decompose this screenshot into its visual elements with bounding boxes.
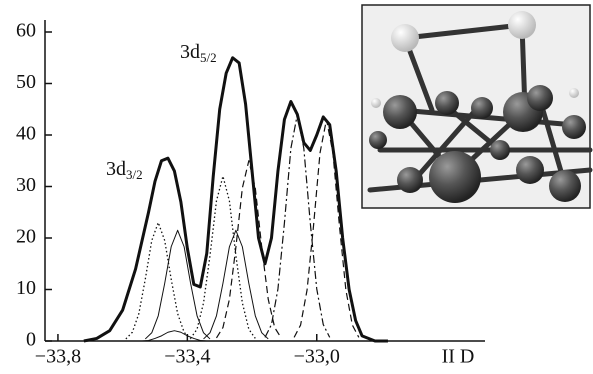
y-tick-label: 30 <box>16 174 36 196</box>
y-tick-label: 60 <box>16 20 36 42</box>
annotation-sub: 5/2 <box>200 50 217 65</box>
annotation-sub: 3/2 <box>126 167 143 182</box>
series-line <box>84 58 388 341</box>
series-line <box>294 120 359 338</box>
annotation-text: 3d <box>106 158 126 180</box>
series-line <box>126 223 191 339</box>
y-tick-label: 10 <box>16 277 36 299</box>
annotation-text: 3d <box>180 41 200 63</box>
y-tick-label: 20 <box>16 226 36 248</box>
annotation: 3d3/2 <box>106 158 143 182</box>
y-tick-label: 40 <box>16 123 36 145</box>
y-tick-label: 50 <box>16 71 36 93</box>
annotation: 3d5/2 <box>180 41 217 65</box>
chart: II D 3d5/2 3d3/2 0102030405060−33,8−33,4… <box>0 0 593 374</box>
series-line <box>216 161 281 338</box>
series-line <box>265 114 330 337</box>
series-line <box>191 176 256 338</box>
x-tick-label: −33,4 <box>164 346 210 368</box>
x-tick-label: −33,0 <box>294 346 340 368</box>
inset-image <box>362 5 590 208</box>
x-tick-label: −33,8 <box>35 346 81 368</box>
x-axis-label: II D <box>442 346 475 368</box>
